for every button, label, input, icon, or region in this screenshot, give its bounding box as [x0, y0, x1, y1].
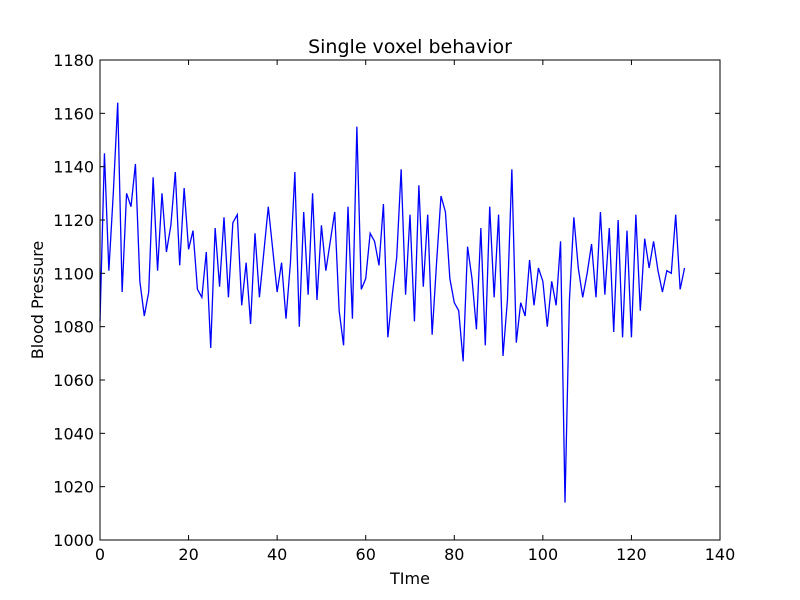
x-tick-label: 100	[528, 545, 559, 564]
x-tick-label: 60	[356, 545, 376, 564]
x-tick-label: 20	[178, 545, 198, 564]
plot-area: 0 20 40 60 80 100 120 140 1000 1020 1040 1060 1080 11…	[53, 51, 735, 564]
chart-title: Single voxel behavior	[308, 36, 512, 58]
y-tick-label: 1080	[53, 318, 94, 337]
x-tick-label: 40	[267, 545, 287, 564]
x-tick-label: 140	[705, 545, 736, 564]
y-tick-label: 1160	[53, 104, 94, 123]
y-tick-label: 1060	[53, 371, 94, 390]
plot-frame	[99, 59, 721, 541]
y-axis-label: Blood Pressure	[28, 241, 47, 360]
x-tick-label: 80	[444, 545, 464, 564]
y-tick-label: 1140	[53, 158, 94, 177]
y-tick-label: 1000	[53, 531, 94, 550]
x-axis-label: TIme	[389, 569, 430, 588]
y-tick-label: 1040	[53, 424, 94, 443]
y-tick-label: 1020	[53, 478, 94, 497]
y-tick-label: 1180	[53, 51, 94, 70]
x-tick-label: 120	[616, 545, 647, 564]
series-line-0	[99, 102, 686, 503]
y-tick-label: 1100	[53, 264, 94, 283]
y-tick-label: 1120	[53, 211, 94, 230]
x-tick-label: 0	[95, 545, 105, 564]
